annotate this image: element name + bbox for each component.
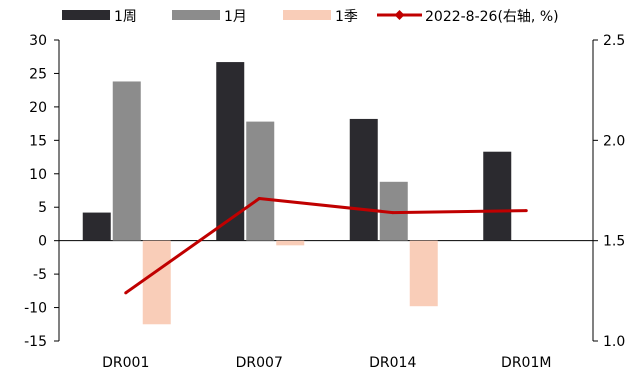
bar-1q-dr001 [142,240,171,325]
line-point [391,211,395,215]
legend-swatch-1w [62,10,110,20]
legend-label-1q: 1季 [335,9,358,25]
category-label: DR01M [501,355,551,371]
left-tick-label: 30 [29,33,47,49]
left-tick-label: -15 [24,334,47,350]
bar-1q-dr014 [409,240,438,307]
category-labels: DR001 DR007 DR014 DR01M [102,355,551,371]
bar-1w-dr01m [483,151,512,241]
right-tick-label: 2.5 [603,33,625,49]
left-tick-label: 20 [29,100,47,116]
left-tick-label: -10 [24,301,47,317]
category-label: DR001 [102,355,149,371]
legend-line-marker [394,10,405,20]
bar-1w-dr014 [349,118,378,241]
bar-1m-dr001 [112,81,141,241]
right-tick-label: 2.0 [603,133,625,149]
bars [82,62,512,325]
line-series [124,197,528,295]
right-tick-label: 1.0 [603,334,625,350]
axes: 30 25 20 15 10 5 0 -5 -10 -15 2.5 2.0 1.5 1.0 [24,33,625,350]
legend-swatch-1q [283,10,331,20]
left-tick-label: 10 [29,167,47,183]
left-tick-label: 15 [29,133,47,149]
bar-1q-dr007 [276,240,305,246]
series-line-2022-8-26 [124,197,527,295]
right-tick-label: 1.5 [603,234,625,250]
legend-label-1m: 1月 [224,9,247,25]
legend-label-1w: 1周 [114,9,137,25]
left-tick-label: 0 [38,234,47,250]
left-tick-label: 5 [38,200,47,216]
category-label: DR007 [236,355,283,371]
line-point [124,291,128,295]
left-tick-label: 25 [29,66,47,82]
legend-label-line: 2022-8-26(右轴, %) [425,9,559,25]
category-label: DR014 [369,355,416,371]
line-point [524,209,528,213]
line-point [257,197,261,201]
left-tick-label: -5 [33,267,47,283]
bar-1w-dr001 [82,212,111,241]
legend: 1周 1月 1季 2022-8-26(右轴, %) [62,9,559,25]
legend-swatch-1m [172,10,220,20]
bar-1m-dr007 [246,121,275,241]
